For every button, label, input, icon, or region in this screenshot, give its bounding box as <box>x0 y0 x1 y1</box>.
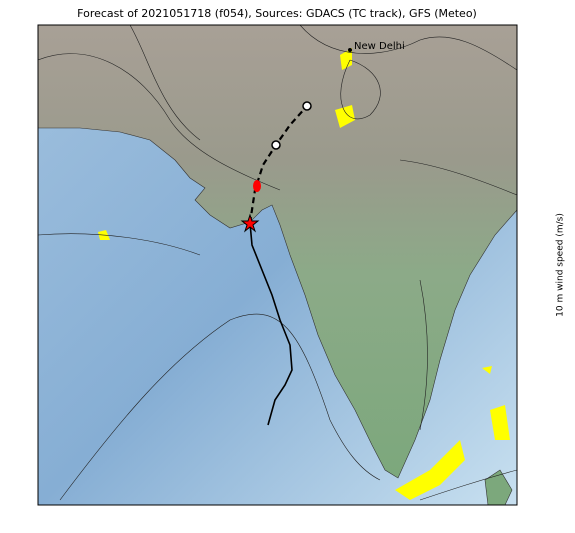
map-area: New Delhi <box>38 25 517 505</box>
track-forecast <box>248 105 308 224</box>
land <box>38 25 517 479</box>
city-label: New Delhi <box>354 41 405 52</box>
track-position <box>302 101 312 111</box>
sri-lanka <box>484 469 513 505</box>
cyclone-star <box>240 213 260 233</box>
colorbar-label: 10 m wind speed (m/s) <box>556 213 566 317</box>
isobars <box>38 25 517 501</box>
map-title: Forecast of 2021051718 (f054), Sources: … <box>77 7 477 20</box>
track-marker <box>253 180 261 192</box>
city-dot <box>348 48 352 52</box>
map-frame <box>37 24 518 506</box>
track-past <box>249 222 293 426</box>
track-position <box>271 140 281 150</box>
